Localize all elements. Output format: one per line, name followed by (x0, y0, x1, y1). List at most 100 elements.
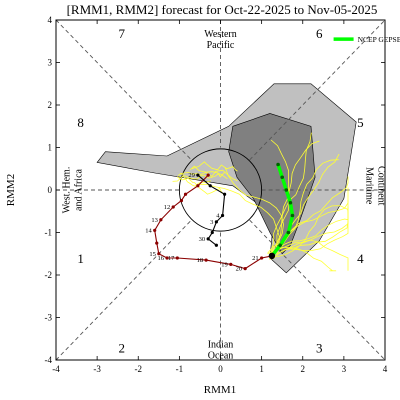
y-tick-label: 3 (48, 58, 53, 68)
data-point-label: 21 (252, 255, 259, 262)
phase-divider-line (249, 19, 386, 161)
y-tick-label: -3 (45, 313, 53, 323)
series-line-ensemble-mean (270, 163, 295, 257)
data-point (183, 192, 188, 196)
data-point-label: 17 (168, 255, 175, 262)
ensemble-mean-point (288, 200, 293, 205)
y-tick-label: -2 (45, 270, 53, 280)
ensemble-member-line (224, 166, 284, 258)
data-point (155, 241, 159, 245)
region-label: West. Hem. (62, 167, 73, 214)
x-tick-label: -1 (176, 364, 184, 374)
y-tick-label: 1 (48, 143, 53, 153)
data-point-label: 3 (210, 219, 213, 226)
data-point-label: 4 (216, 213, 220, 220)
y-axis-label: RMM2 (5, 174, 17, 206)
region-label: Western (204, 29, 237, 40)
data-point (210, 230, 214, 235)
region-label: Ocean (208, 350, 234, 361)
region-label: and Africa (74, 168, 85, 210)
x-tick-label: 3 (342, 364, 347, 374)
data-point (196, 184, 200, 188)
region-label: Pacific (207, 40, 235, 51)
legend-label: NCEP GEPSBC (358, 35, 400, 44)
ensemble-mean-point (286, 230, 291, 235)
ensemble-member-line (277, 200, 349, 251)
ensemble-member-line (177, 171, 225, 178)
data-point-label: 19 (221, 261, 228, 268)
data-point-label: 18 (197, 257, 204, 264)
data-point (165, 256, 169, 260)
ensemble-mean-point (284, 188, 289, 192)
data-point (159, 218, 163, 222)
ensemble-mean-point (278, 243, 282, 248)
data-point (214, 220, 218, 224)
x-tick-label: -4 (52, 364, 60, 374)
series-line-observed (154, 174, 273, 270)
data-point (196, 173, 200, 177)
data-point-label: 12 (164, 204, 171, 211)
data-point-label: 29 (188, 172, 195, 179)
ensemble-mean-point (276, 162, 280, 167)
y-tick-label: 4 (48, 15, 53, 25)
phase-number-label: 8 (77, 115, 84, 130)
data-point-label: 15 (149, 251, 156, 258)
data-point-label: 14 (145, 227, 152, 234)
phase-divider-line (249, 219, 386, 361)
data-point (243, 267, 247, 271)
phase-number-label: 2 (119, 340, 126, 355)
chart-title: [RMM1, RMM2] forecast for Oct-22-2025 to… (67, 2, 378, 17)
x-axis-label: RMM1 (204, 384, 236, 396)
phase-number-label: 5 (357, 115, 364, 130)
data-point (260, 256, 264, 260)
region-label: Maritime (363, 167, 374, 205)
ensemble-member-line (273, 215, 349, 259)
ensemble-member-line (267, 246, 337, 272)
phase-number-label: 7 (119, 26, 126, 41)
phase-number-label: 1 (77, 251, 84, 266)
y-tick-label: 2 (48, 100, 53, 110)
y-tick-label: 0 (48, 185, 53, 195)
data-point (206, 173, 210, 177)
data-point (223, 192, 227, 196)
phase-divider-line (55, 219, 192, 361)
ensemble-member-line (176, 176, 223, 195)
data-point-label: 13 (151, 217, 158, 224)
x-tick-label: 2 (301, 364, 306, 374)
phase-number-label: 4 (357, 251, 364, 266)
data-point (214, 243, 218, 247)
region-label: Indian (208, 339, 234, 350)
x-tick-label: -3 (93, 364, 101, 374)
x-tick-label: 4 (383, 364, 388, 374)
ensemble-member-line (271, 159, 339, 256)
phase-number-label: 6 (316, 26, 323, 41)
ensemble-member-line (270, 132, 312, 252)
ensemble-member-line (272, 239, 349, 271)
data-point (171, 205, 175, 209)
data-point (206, 237, 210, 241)
ensemble-member-line (189, 165, 238, 182)
x-tick-label: 1 (259, 364, 264, 374)
data-point (175, 256, 179, 260)
data-point (157, 252, 161, 256)
data-point (204, 258, 208, 262)
ensemble-mean-point (290, 213, 295, 218)
unit-circle (178, 148, 263, 232)
ensemble-member-line (179, 172, 228, 180)
data-point (179, 199, 184, 203)
data-point (220, 213, 225, 218)
ensemble-member-line (199, 183, 280, 255)
data-point-label: 30 (199, 236, 206, 243)
x-tick-label: 0 (218, 364, 223, 374)
y-tick-label: -1 (45, 228, 53, 238)
data-point-label: 20 (236, 266, 243, 273)
y-tick-label: -4 (45, 355, 53, 365)
forecast-start-marker (268, 252, 276, 260)
phase-divider-line (55, 19, 192, 161)
data-point (208, 184, 212, 188)
ensemble-member-line (191, 161, 238, 172)
ensemble-mean-point (280, 175, 284, 180)
data-point-label: 16 (158, 255, 165, 262)
region-label: Continent (375, 166, 386, 206)
ensemble-member-line (275, 140, 320, 254)
